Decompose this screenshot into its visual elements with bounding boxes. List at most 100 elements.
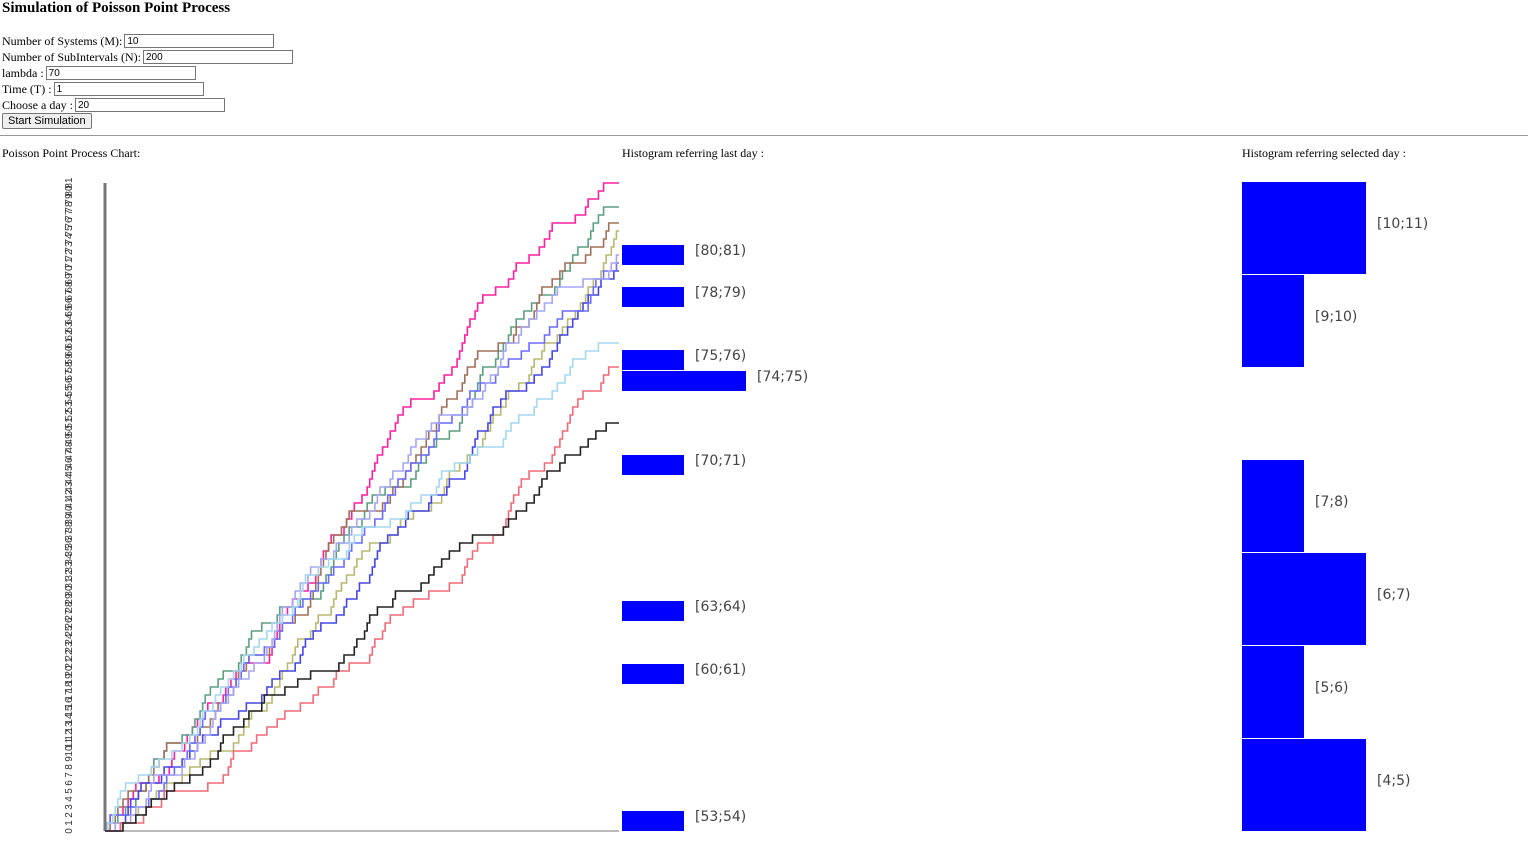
y-tick-label: 23 [64,641,75,653]
y-tick-label: 37 [64,529,75,541]
subintervals-row: Number of SubIntervals (N): [2,49,293,65]
y-tick-label: 9 [64,756,75,762]
hist-last-label: [60;61) [695,662,746,678]
y-tick-label: 59 [64,353,75,365]
time-input[interactable] [53,82,204,96]
y-tick-label: 33 [64,561,75,573]
y-tick-label: 24 [64,633,75,645]
hist-selected-label: [9;10) [1315,309,1357,325]
separator [0,135,1528,136]
hist-selected-label: [5;6) [1315,680,1348,696]
y-tick-label: 1 [64,820,75,826]
hist-selected-bar [1242,553,1366,645]
y-tick-label: 68 [64,281,75,293]
y-tick-label: 36 [64,537,75,549]
hist-selected-bar [1242,460,1304,552]
y-tick-label: 61 [64,337,75,349]
y-tick-label: 4 [64,796,75,802]
y-tick-label: 81 [64,177,75,189]
time-row: Time (T) : [2,81,204,97]
y-tick-label: 2 [64,812,75,818]
hist-selected-bar [1242,275,1304,367]
subintervals-input[interactable] [142,50,293,64]
y-tick-label: 52 [64,409,75,421]
hist-selected-bar [1242,739,1366,831]
y-tick-label: 75 [64,225,75,237]
y-tick-label: 15 [64,705,75,717]
y-tick-label: 67 [64,289,75,301]
y-tick-label: 0 [64,828,75,834]
y-tick-label: 55 [64,385,75,397]
y-tick-label: 53 [64,401,75,413]
y-tick-label: 70 [64,265,75,277]
y-tick-label: 74 [64,233,75,245]
y-tick-label: 35 [64,545,75,557]
y-tick-label: 41 [64,497,75,509]
y-tick-label: 72 [64,249,75,261]
y-tick-label: 20 [64,665,75,677]
day-input[interactable] [75,98,225,112]
y-tick-label: 6 [64,780,75,786]
y-tick-label: 47 [64,449,75,461]
y-tick-label: 21 [64,657,75,669]
process-line [105,254,619,832]
y-tick-label: 19 [64,673,75,685]
systems-label: Number of Systems (M): [2,34,123,48]
hist-selected-label: [7;8) [1315,494,1348,510]
y-tick-label: 76 [64,217,75,229]
y-tick-label: 46 [64,457,75,469]
hist-selected-bar [1242,646,1304,738]
y-tick-label: 63 [64,321,75,333]
lambda-row: lambda : [2,65,196,81]
y-tick-label: 54 [64,393,75,405]
systems-input[interactable] [124,34,275,48]
lambda-input[interactable] [45,66,196,80]
lambda-label: lambda : [2,66,44,80]
process-line [105,270,619,832]
hist-last-bar [622,811,684,831]
hist-selected-label: [6;7) [1377,587,1410,603]
y-tick-label: 7 [64,772,75,778]
hist-selected-label: [4;5) [1377,773,1410,789]
page-title: Simulation of Poisson Point Process [2,0,231,16]
y-tick-label: 62 [64,329,75,341]
day-label: Choose a day : [2,98,73,112]
hist-last-label: [74;75) [757,369,808,385]
y-tick-label: 65 [64,305,75,317]
y-tick-label: 31 [64,577,75,589]
time-label: Time (T) : [2,82,52,96]
process-line [105,422,619,832]
y-tick-label: 42 [64,489,75,501]
hist-last-bar [622,371,746,391]
y-tick-label: 50 [64,425,75,437]
y-tick-label: 10 [64,745,75,757]
y-tick-label: 25 [64,625,75,637]
hist-selected-label: [10;11) [1377,216,1428,232]
y-tick-label: 26 [64,617,75,629]
hist-last-label: [75;76) [695,348,746,364]
start-simulation-button[interactable]: Start Simulation [2,113,92,129]
hist-last-bar [622,350,684,370]
y-tick-label: 39 [64,513,75,525]
y-tick-label: 38 [64,521,75,533]
y-tick-label: 78 [64,201,75,213]
y-tick-label: 34 [64,553,75,565]
hist-last-label: [78;79) [695,285,746,301]
y-tick-label: 51 [64,417,75,429]
y-tick-label: 45 [64,465,75,477]
hist-selected-label: Histogram referring selected day : [1242,146,1406,160]
y-tick-label: 29 [64,593,75,605]
y-tick-label: 80 [64,185,75,197]
y-tick-label: 17 [64,689,75,701]
y-tick-label: 73 [64,241,75,253]
hist-last-bar [622,455,684,475]
y-tick-label: 79 [64,193,75,205]
hist-last-bar [622,601,684,621]
y-tick-label: 58 [64,361,75,373]
hist-last-label: [63;64) [695,599,746,615]
hist-last-label: Histogram referring last day : [622,146,764,160]
y-tick-label: 48 [64,441,75,453]
y-tick-label: 64 [64,313,75,325]
y-tick-label: 11 [64,737,75,748]
